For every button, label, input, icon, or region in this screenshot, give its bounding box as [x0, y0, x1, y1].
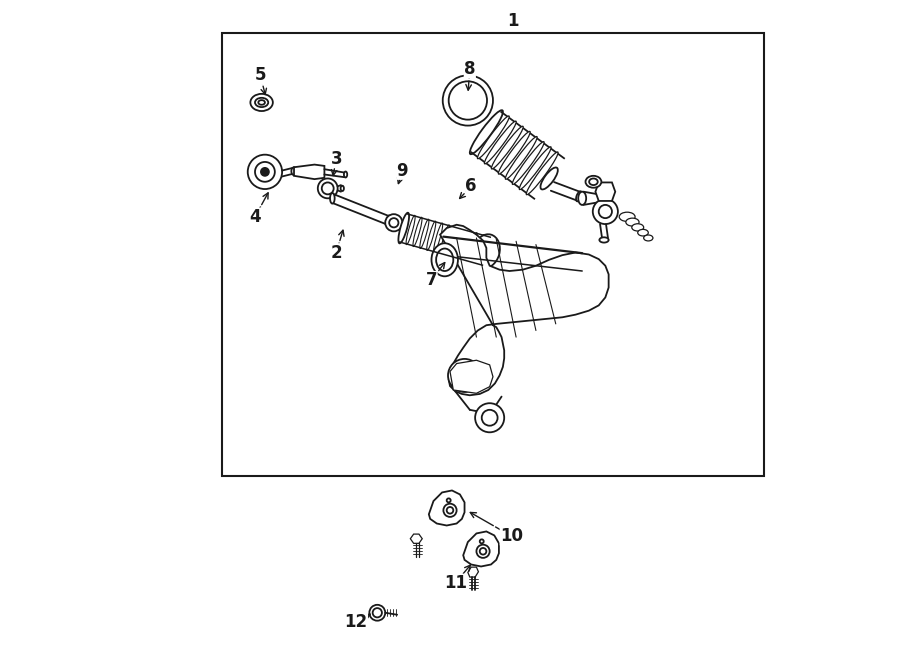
- Ellipse shape: [387, 215, 392, 226]
- Polygon shape: [428, 490, 464, 525]
- Polygon shape: [450, 360, 493, 393]
- Circle shape: [389, 218, 399, 227]
- Text: 4: 4: [249, 208, 261, 226]
- Ellipse shape: [440, 225, 450, 254]
- Ellipse shape: [480, 539, 483, 543]
- Ellipse shape: [470, 110, 503, 154]
- Ellipse shape: [586, 176, 601, 188]
- Ellipse shape: [427, 221, 436, 251]
- Ellipse shape: [250, 94, 273, 111]
- Ellipse shape: [340, 186, 344, 191]
- Ellipse shape: [600, 193, 608, 204]
- Polygon shape: [468, 567, 479, 577]
- Ellipse shape: [344, 172, 347, 177]
- Ellipse shape: [491, 126, 523, 169]
- Circle shape: [482, 410, 498, 426]
- Ellipse shape: [632, 223, 644, 231]
- Ellipse shape: [431, 243, 458, 276]
- Ellipse shape: [475, 235, 484, 264]
- Bar: [222, 33, 764, 476]
- Ellipse shape: [434, 223, 443, 253]
- Text: 11: 11: [444, 574, 467, 592]
- Circle shape: [318, 178, 338, 198]
- Ellipse shape: [454, 229, 464, 258]
- Ellipse shape: [472, 234, 500, 268]
- Text: 2: 2: [330, 243, 342, 262]
- Ellipse shape: [461, 231, 470, 260]
- Text: 10: 10: [500, 527, 523, 545]
- Circle shape: [248, 155, 282, 189]
- Circle shape: [444, 504, 456, 517]
- Ellipse shape: [512, 141, 544, 184]
- Text: 12: 12: [345, 613, 368, 631]
- Ellipse shape: [406, 215, 415, 245]
- Ellipse shape: [447, 227, 456, 256]
- Text: 8: 8: [464, 60, 475, 79]
- Text: 9: 9: [397, 161, 409, 180]
- Circle shape: [261, 168, 269, 176]
- Polygon shape: [596, 182, 616, 201]
- Ellipse shape: [292, 167, 297, 175]
- Ellipse shape: [255, 98, 268, 107]
- Circle shape: [449, 81, 487, 120]
- Ellipse shape: [499, 132, 530, 174]
- Polygon shape: [410, 534, 422, 543]
- Circle shape: [373, 608, 382, 617]
- Ellipse shape: [330, 193, 335, 204]
- Circle shape: [475, 403, 504, 432]
- Ellipse shape: [420, 219, 429, 249]
- Ellipse shape: [644, 235, 652, 241]
- Circle shape: [385, 214, 402, 231]
- Ellipse shape: [599, 237, 608, 243]
- Circle shape: [255, 162, 274, 182]
- Circle shape: [369, 605, 385, 621]
- Ellipse shape: [436, 249, 454, 271]
- Ellipse shape: [468, 233, 477, 262]
- Circle shape: [593, 199, 618, 224]
- Ellipse shape: [477, 116, 509, 159]
- Circle shape: [598, 205, 612, 218]
- Ellipse shape: [638, 229, 648, 236]
- Ellipse shape: [578, 192, 586, 205]
- Ellipse shape: [413, 217, 422, 247]
- Ellipse shape: [590, 178, 598, 185]
- Ellipse shape: [519, 147, 551, 190]
- Polygon shape: [294, 165, 324, 179]
- Circle shape: [443, 75, 493, 126]
- Text: 5: 5: [255, 66, 266, 85]
- Circle shape: [476, 545, 490, 558]
- Circle shape: [446, 507, 454, 514]
- Ellipse shape: [541, 167, 558, 190]
- Ellipse shape: [526, 152, 558, 195]
- Text: 3: 3: [330, 149, 342, 168]
- Text: 1: 1: [507, 12, 518, 30]
- Ellipse shape: [399, 213, 410, 243]
- Ellipse shape: [446, 498, 451, 502]
- Circle shape: [322, 182, 334, 194]
- Ellipse shape: [619, 212, 635, 221]
- Text: 7: 7: [426, 271, 437, 290]
- Ellipse shape: [477, 247, 482, 253]
- Ellipse shape: [576, 191, 581, 202]
- Ellipse shape: [484, 121, 517, 164]
- Circle shape: [448, 359, 482, 392]
- Text: 6: 6: [465, 177, 477, 196]
- Circle shape: [480, 548, 486, 555]
- Polygon shape: [440, 225, 608, 395]
- Ellipse shape: [505, 137, 537, 179]
- Ellipse shape: [626, 218, 639, 226]
- Ellipse shape: [258, 100, 265, 104]
- Polygon shape: [464, 531, 499, 566]
